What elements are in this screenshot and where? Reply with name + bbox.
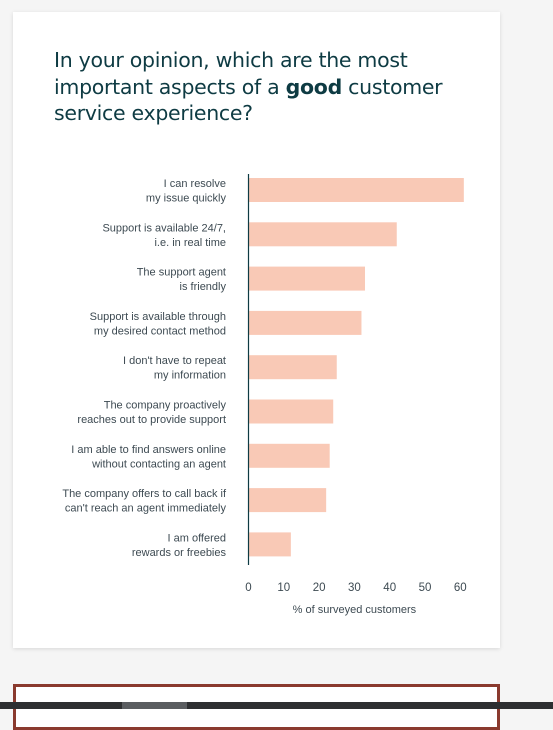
bar-3 [248,310,362,335]
bottom-toolbar-tab[interactable] [122,702,187,709]
category-label-2: The support agent is friendly [137,267,227,294]
chart-title: In your opinion, which are the most impo… [54,47,474,127]
bar-2 [248,266,365,291]
category-label-5: The company proactively reaches out to pr… [77,400,226,427]
title-text-end: customer service experience? [54,74,443,126]
x-tick-label-60: 60 [454,582,467,594]
category-label-1: Support is available 24/7, i.e. in real t… [102,222,226,249]
category-label-3: Support is available through my desired c… [90,311,226,338]
bar-chart: I can resolve my issue quickly Support is … [62,174,467,616]
bottom-toolbar [0,702,553,709]
category-label-7: The company offers to call back if can't … [62,488,227,514]
category-label-4: I don't have to repeat my information [123,355,226,382]
title-text-start: In your opinion, which are the most impo… [54,48,408,99]
bar-8 [248,532,291,557]
bar-0 [248,178,464,202]
chart-card: In your opinion, which are the most impo… [13,12,500,648]
bar-7 [248,488,327,513]
x-tick-label-10: 10 [277,582,290,594]
x-axis-label: % of surveyed customers [293,604,417,616]
x-tick-label-20: 20 [313,582,326,594]
bar-1 [248,222,397,247]
x-tick-label-0: 0 [245,582,251,594]
bar-5 [248,399,334,424]
x-tick-label-50: 50 [419,582,432,594]
bar-6 [248,443,330,468]
bar-4 [248,355,337,380]
title-text-bold: good [285,74,343,99]
x-tick-label-30: 30 [348,582,361,594]
category-label-8: I am offered rewards or freebies [132,532,227,559]
category-label-6: I am able to find answers online without … [71,444,226,471]
x-tick-label-40: 40 [383,582,396,594]
category-label-0: I can resolve my issue quickly [146,178,227,205]
